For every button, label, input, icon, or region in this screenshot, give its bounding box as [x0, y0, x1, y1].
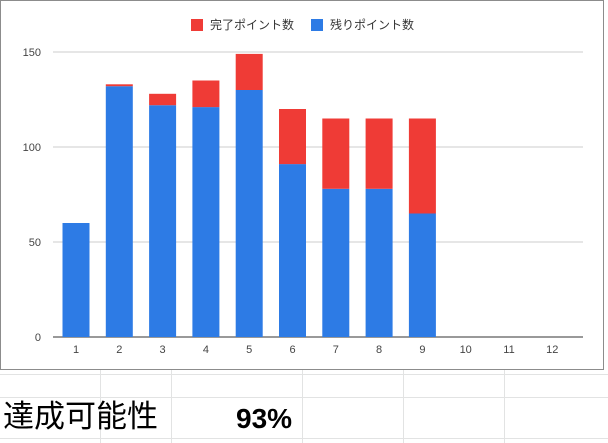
bar-remaining: [408, 213, 436, 337]
bar-remaining: [235, 90, 263, 337]
x-tick-label: 1: [73, 344, 79, 356]
y-tick-label: 50: [29, 237, 41, 249]
feasibility-value-cell[interactable]: 93%: [236, 403, 293, 434]
x-tick-label: 12: [546, 344, 558, 356]
x-tick-label: 10: [460, 344, 472, 356]
x-tick-label: 9: [419, 344, 425, 356]
bar-remaining: [279, 164, 306, 337]
bar-remaining: [322, 188, 350, 337]
y-tick-label: 100: [23, 142, 41, 154]
bar-remaining: [365, 188, 393, 337]
legend-label: 残りポイント数: [330, 17, 414, 32]
bar-completed: [235, 53, 263, 90]
x-tick-label: 11: [503, 344, 514, 356]
x-tick-label: 4: [203, 344, 209, 356]
bar-completed: [105, 84, 133, 87]
bar-remaining: [149, 105, 177, 337]
bar-completed: [279, 109, 306, 165]
bar-remaining: [192, 107, 220, 337]
bar-completed: [322, 118, 350, 189]
x-tick-label: 7: [333, 344, 339, 356]
bar-completed: [408, 118, 436, 214]
y-tick-label: 150: [23, 47, 41, 59]
sheet-row-line: [0, 374, 608, 375]
y-tick-label: 0: [35, 332, 41, 344]
x-tick-label: 3: [160, 344, 166, 356]
feasibility-label-cell[interactable]: 達成可能性: [3, 399, 158, 435]
legend-swatch: [191, 19, 203, 31]
legend-label: 完了ポイント数: [210, 17, 294, 32]
x-tick-label: 5: [246, 344, 252, 356]
chart-container[interactable]: 0 50 100 150 1 2 3 4 5 6 7 8 9 10 11 12 完了ポイント数 残りポイント数: [0, 0, 604, 370]
x-tick-label: 8: [376, 344, 382, 356]
x-tick-label: 2: [116, 344, 122, 356]
bar-remaining: [105, 86, 133, 337]
bar-completed: [149, 93, 177, 106]
bar-completed: [365, 118, 393, 189]
legend-swatch: [311, 19, 323, 31]
bar-remaining: [62, 223, 90, 337]
sheet-row-line: [0, 438, 608, 439]
x-tick-label: 6: [289, 344, 295, 356]
bar-completed: [192, 80, 220, 108]
sheet-row-line: [0, 397, 608, 398]
